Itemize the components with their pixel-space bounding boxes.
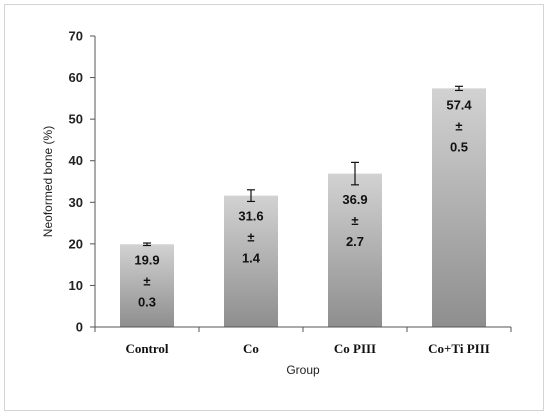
data-label: ± xyxy=(143,274,150,289)
data-label: 19.9 xyxy=(134,253,159,268)
y-tick-label: 70 xyxy=(69,29,83,44)
category-labels: Control Co Co PIII Co+Ti PIII xyxy=(125,341,489,356)
y-tick-label: 60 xyxy=(69,70,83,85)
category-label: Co+Ti PIII xyxy=(428,341,490,356)
y-tick-label: 50 xyxy=(69,112,83,127)
data-label: ± xyxy=(351,213,358,228)
category-label: Co PIII xyxy=(334,341,376,356)
y-tick-label: 30 xyxy=(69,195,83,210)
data-label: 57.4 xyxy=(446,97,472,112)
y-tick-label: 10 xyxy=(69,278,83,293)
y-axis-title: Neoformed bone (%) xyxy=(41,126,55,237)
y-tick-label: 0 xyxy=(76,320,83,335)
category-label: Co xyxy=(243,341,259,356)
data-label: 31.6 xyxy=(238,208,263,223)
value-labels: 19.9 ±0.3 31.6 ±1.4 36.9 ±2.7 57.4 ±0.5 xyxy=(134,97,472,309)
data-label: 0.5 xyxy=(450,139,468,154)
x-axis-title: Group xyxy=(286,363,320,377)
bar xyxy=(432,88,486,327)
data-label: 36.9 xyxy=(342,192,367,207)
data-label: 2.7 xyxy=(346,234,364,249)
y-axis-ticks: 0 10 20 30 40 50 60 70 xyxy=(69,29,95,335)
data-label: ± xyxy=(247,229,254,244)
y-tick-label: 20 xyxy=(69,236,83,251)
y-tick-label: 40 xyxy=(69,153,83,168)
bars xyxy=(120,88,486,327)
error-bars xyxy=(143,85,463,247)
bar xyxy=(328,173,382,327)
category-label: Control xyxy=(125,341,168,356)
bar xyxy=(120,244,174,327)
data-label: 1.4 xyxy=(242,250,261,265)
data-label: ± xyxy=(455,118,462,133)
data-label: 0.3 xyxy=(138,295,156,310)
bar xyxy=(224,195,278,327)
axes xyxy=(94,36,512,332)
